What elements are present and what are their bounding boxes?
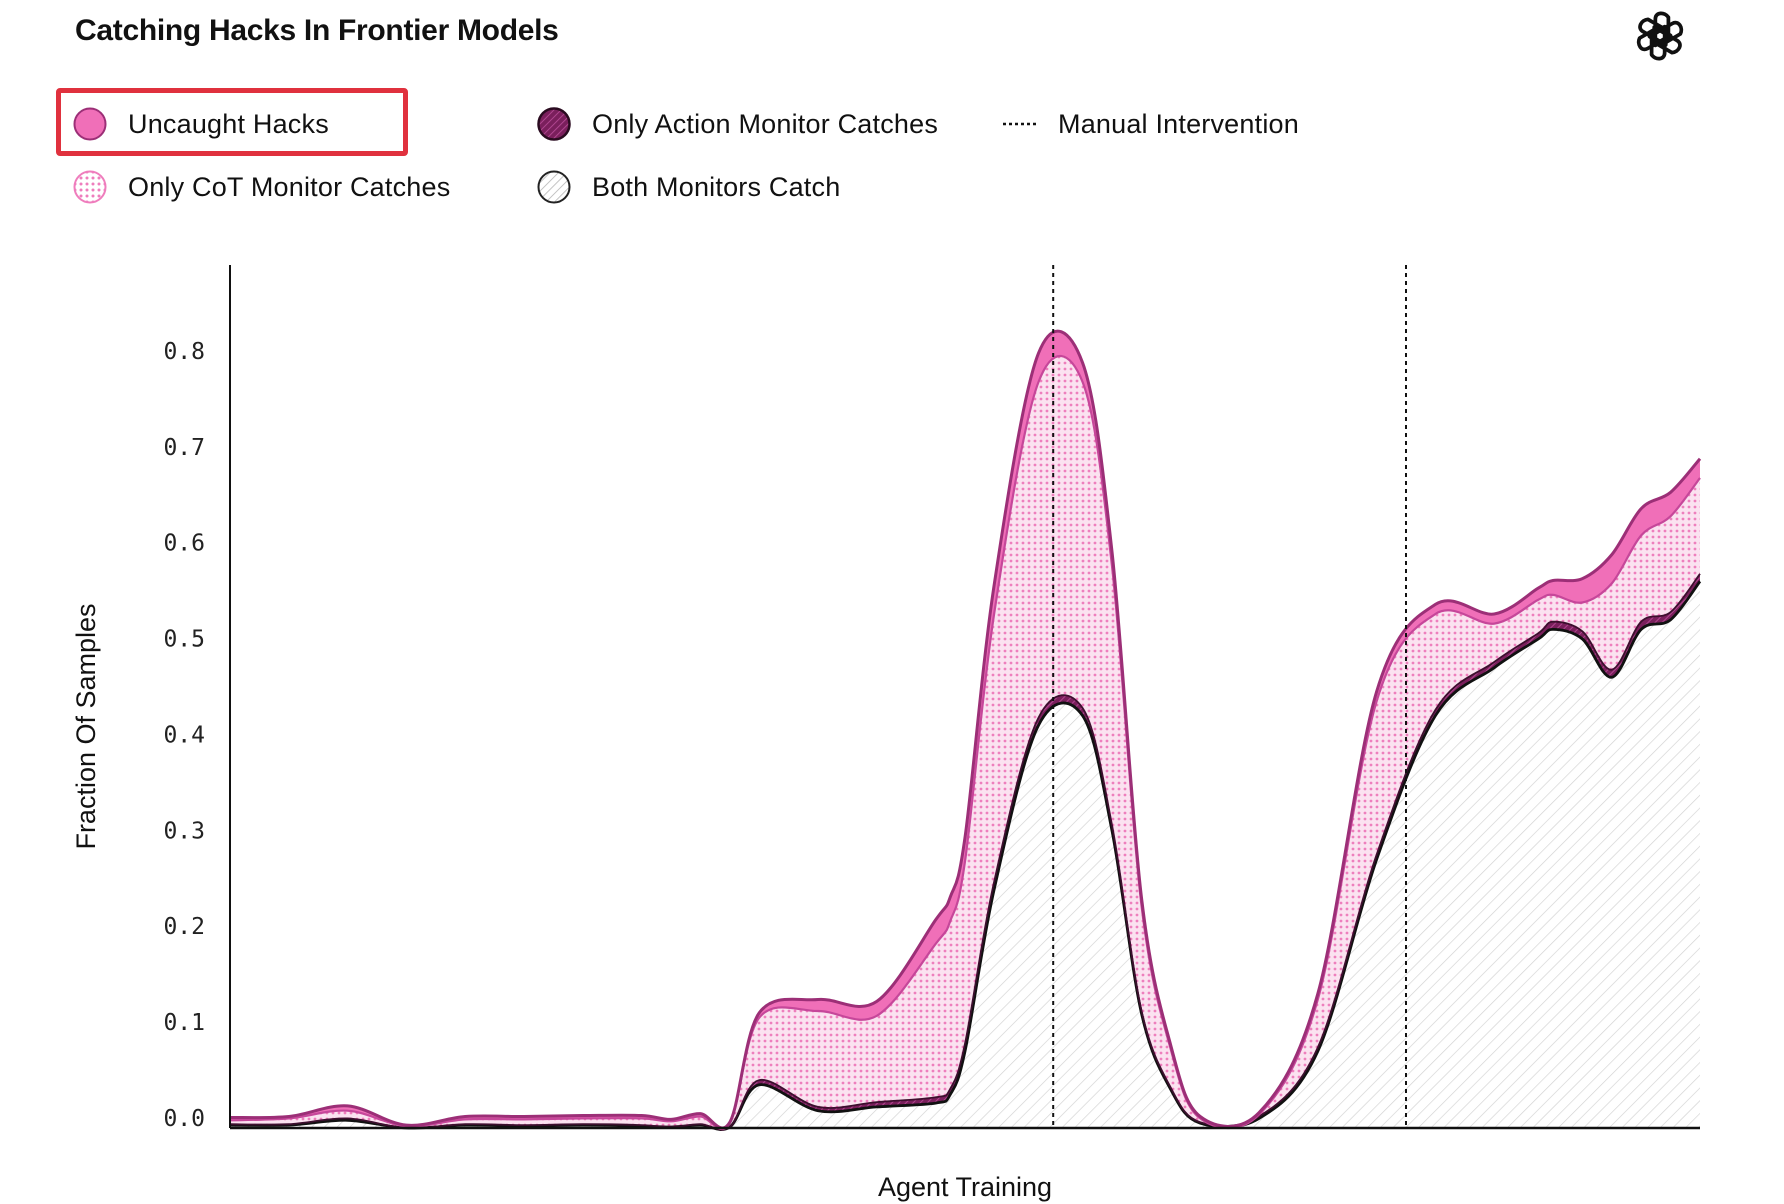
legend-label-only-cot-monitor: Only CoT Monitor Catches [128, 171, 451, 202]
y-tick-label: 0.7 [163, 435, 205, 461]
legend-item-only-action-monitor[interactable]: Only Action Monitor Catches [536, 104, 938, 144]
legend-item-only-cot-monitor[interactable]: Only CoT Monitor Catches [72, 167, 450, 207]
both-monitors-area [230, 581, 1700, 1130]
chart-title: Catching Hacks In Frontier Models [75, 14, 559, 47]
both-monitors-swatch-icon [537, 170, 571, 204]
legend-label-manual-intervention: Manual Intervention [1058, 108, 1299, 139]
legend-item-uncaught-hacks[interactable]: Uncaught Hacks [72, 104, 329, 144]
only-cot-monitor-swatch-icon [73, 170, 107, 204]
y-axis-label: Fraction Of Samples [71, 603, 101, 849]
lines-layer [229, 329, 1702, 1131]
only-action-monitor-line [229, 573, 1701, 1131]
y-tick-label: 0.0 [163, 1106, 205, 1132]
only-action-monitor-swatch-icon [537, 107, 571, 141]
uncaught-hacks-line [229, 329, 1702, 1130]
y-tick-label: 0.1 [163, 1010, 205, 1036]
legend-label-only-action-monitor: Only Action Monitor Catches [592, 108, 939, 139]
y-tick-labels: 0.0 0.1 0.2 0.3 0.4 0.5 0.6 0.7 0.8 [163, 339, 205, 1132]
legend-item-both-monitors[interactable]: Both Monitors Catch [536, 167, 840, 207]
only-cot-monitor-line [229, 354, 1701, 1131]
y-tick-label: 0.2 [163, 914, 205, 940]
areas-layer [230, 331, 1700, 1130]
axes-layer [229, 265, 1700, 1130]
y-tick-label: 0.3 [163, 818, 205, 844]
y-tick-label: 0.5 [163, 627, 205, 653]
x-axis-label: Agent Training [878, 1172, 1052, 1202]
legend-highlight-box [56, 88, 408, 156]
y-tick-label: 0.4 [163, 722, 205, 748]
openai-logo-icon [1636, 11, 1684, 61]
legend-item-manual-intervention[interactable]: Manual Intervention [1002, 104, 1299, 144]
y-tick-label: 0.6 [163, 531, 205, 557]
y-tick-label: 0.8 [163, 339, 205, 365]
legend-label-both-monitors: Both Monitors Catch [592, 171, 841, 202]
both-monitors-line [229, 580, 1702, 1131]
legend-label-uncaught-hacks: Uncaught Hacks [128, 108, 329, 139]
uncaught-hacks-swatch-icon [73, 107, 107, 141]
